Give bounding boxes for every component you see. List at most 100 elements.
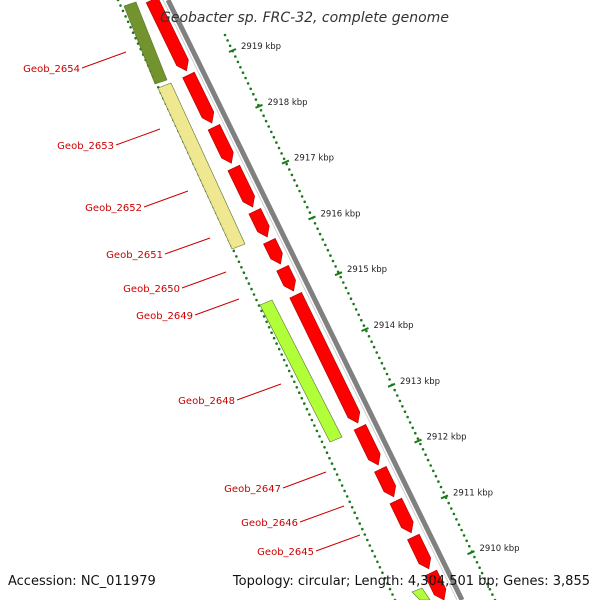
track-dot <box>478 566 481 569</box>
cds-arrow <box>389 497 414 534</box>
track-dot <box>416 437 420 440</box>
track-dot <box>265 320 268 324</box>
track-dot <box>442 491 445 494</box>
track-dot <box>370 340 373 344</box>
track-dot <box>247 282 251 285</box>
track-dot <box>242 271 246 275</box>
track-dot <box>298 189 301 193</box>
gene-label: Geob_2649 <box>136 311 193 322</box>
track-dot <box>468 544 471 548</box>
track-dot <box>287 369 291 373</box>
track-dot <box>285 162 289 166</box>
track-dot <box>424 453 427 457</box>
track-dot <box>282 358 286 362</box>
tick-label: 2912 kbp <box>427 433 467 443</box>
track-dot <box>447 501 451 505</box>
gene-label: Geob_2648 <box>178 396 235 407</box>
track-dot <box>290 375 294 378</box>
track-dot <box>254 98 258 101</box>
track-dot <box>262 114 265 117</box>
label-leader <box>81 51 127 69</box>
track-dot <box>315 429 319 433</box>
genome-summary-text: Topology: circular; Length: 4,304,501 bp… <box>232 574 590 589</box>
track-dot <box>306 205 309 209</box>
track-dot <box>260 309 263 313</box>
track-dot <box>249 87 252 91</box>
track-dot <box>255 298 258 302</box>
track-dot <box>280 353 284 356</box>
track-dot <box>270 331 273 335</box>
track-dot <box>275 141 278 144</box>
gene-label: Geob_2654 <box>23 64 80 75</box>
cds-arrow <box>407 533 432 570</box>
track-dot <box>275 342 278 345</box>
track-dot <box>280 152 283 155</box>
track-dot <box>460 528 463 532</box>
cds-arrow <box>145 0 189 72</box>
track-dot <box>316 227 319 230</box>
label-leader <box>299 505 345 523</box>
track-dot <box>339 275 343 279</box>
track-dot <box>396 394 399 397</box>
tick-label: 2911 kbp <box>453 488 493 498</box>
track-dot <box>363 533 367 536</box>
track-dot <box>293 380 296 384</box>
track-dot <box>257 304 261 307</box>
track-dot <box>313 424 316 427</box>
track-dot <box>244 76 247 80</box>
track-dot <box>398 399 402 403</box>
track-dot <box>372 345 376 349</box>
track-dot <box>376 560 379 564</box>
track-dot <box>321 238 325 241</box>
tick-label: 2917 kbp <box>294 154 334 164</box>
track-dot <box>491 593 494 596</box>
track-dot <box>403 410 407 414</box>
cog-category-track <box>123 1 431 600</box>
cog-bar <box>123 1 168 85</box>
tick-label: 2914 kbp <box>374 321 414 331</box>
track-dot <box>391 593 394 596</box>
track-dot <box>272 336 276 340</box>
track-dot <box>334 265 337 268</box>
gene-label: Geob_2651 <box>106 250 163 261</box>
cds-arrow <box>227 164 255 208</box>
track-dot <box>285 364 289 367</box>
track-dot <box>419 442 422 446</box>
track-dot <box>272 135 276 139</box>
track-dot <box>352 302 355 306</box>
tick-mark <box>414 438 422 444</box>
track-dot <box>232 249 236 253</box>
track-dot <box>358 522 362 525</box>
track-dot <box>330 462 334 465</box>
track-dot <box>252 92 255 96</box>
cds-arrow <box>353 423 381 466</box>
track-dot <box>452 512 456 516</box>
gene-label: Geob_2647 <box>224 484 281 495</box>
track-dot <box>486 582 489 586</box>
track-dot <box>336 270 340 274</box>
tick-mark <box>255 103 263 109</box>
track-dot <box>245 276 248 280</box>
track-dot <box>303 402 306 405</box>
track-dot <box>338 478 341 482</box>
track-dot <box>126 20 130 24</box>
track-dot <box>226 39 229 42</box>
label-leader <box>236 383 282 401</box>
track-dot <box>353 511 357 514</box>
cds-track <box>145 0 447 600</box>
track-dot <box>121 9 125 13</box>
track-dot <box>421 448 425 451</box>
tick-mark <box>281 159 290 165</box>
track-dot <box>318 232 322 236</box>
tick-mark <box>467 550 475 556</box>
tick-mark <box>228 48 237 53</box>
track-dot <box>277 146 281 150</box>
cds-arrow <box>248 208 270 238</box>
track-dot <box>483 577 487 580</box>
track-dot <box>119 4 122 7</box>
track-dot <box>375 351 379 354</box>
track-dot <box>406 415 409 419</box>
track-dot <box>129 26 132 29</box>
track-dot <box>343 489 346 493</box>
tick-label: 2919 kbp <box>241 42 281 52</box>
